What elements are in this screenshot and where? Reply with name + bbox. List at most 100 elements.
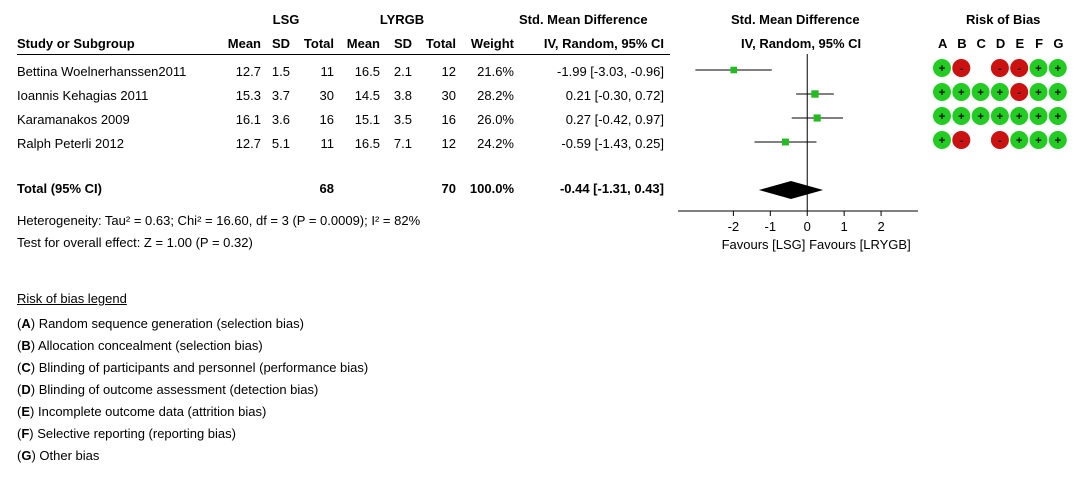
low-risk-icon <box>1010 107 1029 125</box>
rob-symbol: + <box>977 111 983 123</box>
total-ci: -0.44 [-1.31, 0.43] <box>559 181 664 196</box>
high-risk-icon <box>952 131 971 149</box>
study-marker <box>781 138 789 146</box>
total-label: Total (95% CI) <box>17 181 102 196</box>
study-mean2-cell: 16.5 <box>354 64 380 79</box>
legend-text: Selective reporting (reporting bias) <box>33 426 236 441</box>
sd1-header: SD <box>271 36 290 51</box>
plot-header: Std. Mean Difference <box>731 12 860 27</box>
rob-symbol: + <box>1035 135 1041 147</box>
legend-letter: B <box>21 338 31 353</box>
high-risk-icon <box>1010 59 1029 77</box>
legend-text: Blinding of participants and personnel (… <box>35 360 369 375</box>
study-mean1-cell: 16.1 <box>235 112 261 127</box>
rob-symbol: - <box>998 135 1002 147</box>
low-risk-icon <box>1029 107 1048 125</box>
rob-symbol: + <box>1055 135 1061 147</box>
study-total2-cell: 12 <box>441 136 456 151</box>
study-sd1-cell: 5.1 <box>271 136 290 151</box>
x-tick-label: 1 <box>841 219 848 234</box>
study-marker <box>813 114 821 122</box>
legend-text: Other bias <box>35 448 100 463</box>
low-risk-icon <box>1048 83 1067 101</box>
legend-letter: C <box>21 360 31 375</box>
rob-letter: D <box>995 36 1006 51</box>
low-risk-icon <box>990 107 1009 125</box>
legend-item: (F) Selective reporting (reporting bias) <box>17 426 236 441</box>
study-ci-cell: -1.99 [-3.03, -0.96] <box>557 64 664 79</box>
study-sd2-cell: 7.1 <box>393 136 412 151</box>
legend-letter: G <box>21 448 32 463</box>
x-tick-label: 2 <box>877 219 884 234</box>
rob-symbol: + <box>1055 111 1061 123</box>
study-weight-cell: 24.2% <box>477 136 514 151</box>
low-risk-icon <box>990 83 1009 101</box>
legend-item: (B) Allocation concealment (selection bi… <box>17 338 263 353</box>
low-risk-icon <box>971 107 990 125</box>
study-mean2-cell: 15.1 <box>354 112 380 127</box>
rob-symbol: + <box>958 87 964 99</box>
risk-of-bias-grid: + - - - + + + + + + - + + + + + + + + + + - - + + + <box>933 59 1067 149</box>
low-risk-icon <box>952 83 971 101</box>
overall-effect-text: Test for overall effect: Z = 1.00 (P = 0… <box>17 235 253 250</box>
pooled-diamond <box>758 181 824 199</box>
rob-symbol: + <box>1055 87 1061 99</box>
legend-letter: D <box>21 382 31 397</box>
high-risk-icon <box>1010 83 1029 101</box>
study-total2-cell: 16 <box>441 112 456 127</box>
rob-symbol: + <box>939 63 945 75</box>
study-ci-cell: -0.59 [-1.43, 0.25] <box>561 136 664 151</box>
rob-symbol: - <box>959 135 963 147</box>
low-risk-icon <box>952 107 971 125</box>
legend-item: (A) Random sequence generation (selectio… <box>17 316 304 331</box>
study-marker <box>730 66 738 74</box>
rob-symbol: + <box>1035 87 1041 99</box>
study-sd1-cell: 3.7 <box>271 88 290 103</box>
low-risk-icon <box>1048 107 1067 125</box>
legend-text: Blinding of outcome assessment (detectio… <box>35 382 319 397</box>
low-risk-icon <box>1029 59 1048 77</box>
rob-letter: G <box>1053 36 1064 51</box>
study-marker <box>811 90 819 98</box>
rob-symbol: + <box>977 87 983 99</box>
rob-symbol: + <box>1055 63 1061 75</box>
high-risk-icon <box>990 59 1009 77</box>
total2-header: Total <box>425 36 456 51</box>
sd2-header: SD <box>393 36 412 51</box>
rob-symbol: - <box>1017 63 1021 75</box>
smd-header: Std. Mean Difference <box>519 12 648 27</box>
favours-right-label: Favours [LRYGB] <box>809 237 911 252</box>
study-total1-cell: 30 <box>319 88 334 103</box>
legend-letter: F <box>21 426 30 441</box>
total1-value: 68 <box>319 181 334 196</box>
header-rule <box>17 54 670 55</box>
legend-text: Allocation concealment (selection bias) <box>35 338 263 353</box>
group1-header: LSG <box>272 12 300 27</box>
study-total2-cell: 12 <box>441 64 456 79</box>
study-sd2-cell: 2.1 <box>393 64 412 79</box>
x-tick-label: 0 <box>804 219 811 234</box>
low-risk-icon <box>1010 131 1029 149</box>
study-ci-cell: 0.21 [-0.30, 0.72] <box>565 88 664 103</box>
rob-symbol: + <box>958 111 964 123</box>
low-risk-icon <box>971 83 990 101</box>
low-risk-icon <box>1029 83 1048 101</box>
study-ci-cell: 0.27 [-0.42, 0.97] <box>565 112 664 127</box>
low-risk-icon <box>1029 131 1048 149</box>
total-weight: 100.0% <box>469 181 514 196</box>
ci-header: IV, Random, 95% CI <box>543 36 664 51</box>
high-risk-icon <box>990 131 1009 149</box>
rob-header: Risk of Bias <box>966 12 1041 27</box>
high-risk-icon <box>952 59 971 77</box>
study-total1-cell: 11 <box>320 136 335 151</box>
rob-symbol: + <box>1016 135 1022 147</box>
rob-symbol: + <box>939 87 945 99</box>
study-total1-cell: 16 <box>319 112 334 127</box>
rob-letter: E <box>1015 36 1025 51</box>
rob-symbol: + <box>1035 63 1041 75</box>
study-sd2-cell: 3.5 <box>393 112 412 127</box>
legend-item: (E) Incomplete outcome data (attrition b… <box>17 404 267 419</box>
rob-letter: C <box>976 36 986 51</box>
study-mean2-cell: 16.5 <box>354 136 380 151</box>
mean1-header: Mean <box>227 36 261 51</box>
